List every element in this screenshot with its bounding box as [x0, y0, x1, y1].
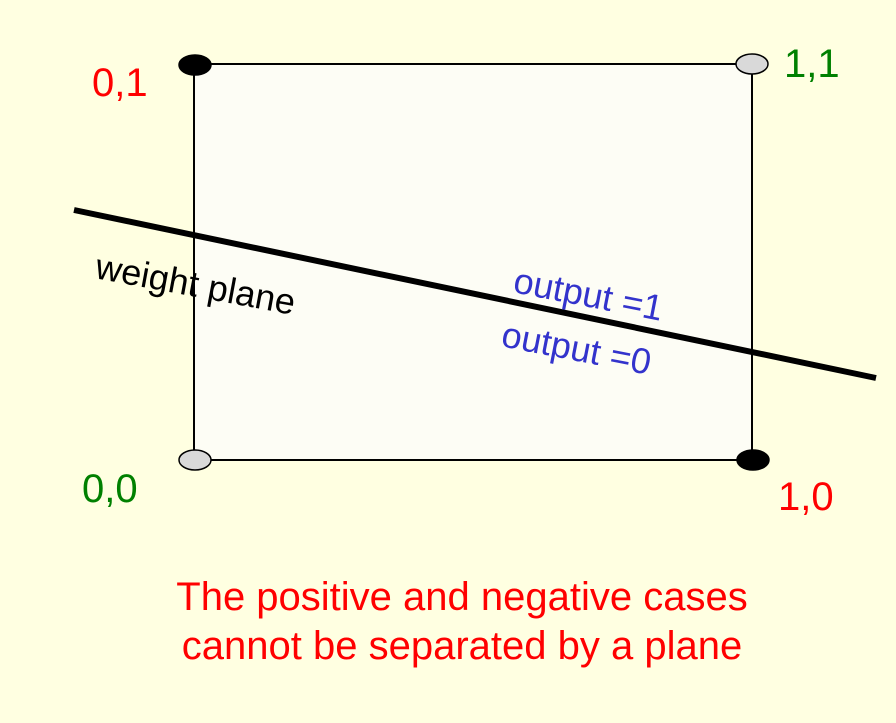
- point-1-0: [736, 449, 770, 471]
- caption-line-1: The positive and negative cases: [176, 575, 747, 619]
- point-0-1: [178, 54, 212, 76]
- weight-plane-line: [73, 207, 877, 381]
- input-space-square: [193, 63, 753, 461]
- label-0-0: 0,0: [82, 467, 138, 511]
- label-0-1: 0,1: [92, 61, 148, 105]
- label-1-1: 1,1: [784, 42, 840, 86]
- label-1-0: 1,0: [778, 475, 834, 519]
- caption-line-2: cannot be separated by a plane: [182, 624, 742, 668]
- point-1-1: [735, 53, 769, 75]
- point-0-0: [178, 449, 212, 471]
